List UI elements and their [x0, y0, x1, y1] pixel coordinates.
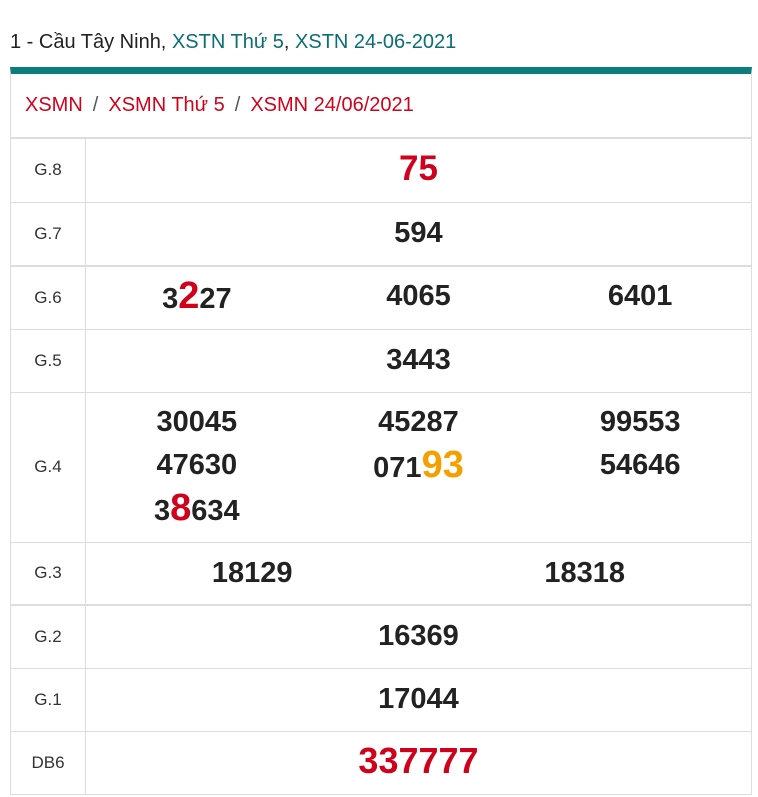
number-digits: 27: [199, 282, 232, 315]
prize-label: DB6: [11, 731, 86, 795]
prize-numbers: 75: [85, 139, 751, 203]
prize-label: G.4: [11, 392, 86, 543]
number-digits: 45287: [378, 406, 459, 438]
prize-row: G.7 594: [11, 202, 751, 267]
prize-number: 30045: [86, 401, 308, 444]
prize-row: G.1 17044: [11, 668, 751, 732]
highlighted-digits: 2: [178, 274, 200, 317]
prize-numbers: 337777: [85, 731, 751, 795]
prize-numbers: 3443: [85, 329, 751, 393]
prize-label: G.5: [11, 329, 86, 393]
prize-number: 16369: [86, 615, 751, 658]
prize-column: 18318: [419, 552, 752, 595]
prize-number: 99553: [529, 401, 751, 444]
heading-comma: ,: [283, 31, 296, 53]
number-digits: 4065: [386, 279, 451, 312]
number-digits: 3: [154, 495, 171, 527]
breadcrumb: XSMN / XSMN Thứ 5 / XSMN 24/06/2021: [11, 74, 751, 139]
prize-column: 99553 54646: [529, 401, 751, 533]
prize-label: G.8: [11, 139, 86, 203]
prize-row: G.6 3227 4065 6401: [11, 266, 751, 330]
number-digits: 594: [394, 217, 443, 250]
prize-row: G.3 18129 18318: [11, 542, 752, 606]
heading-prefix: 1 - Cầu Tây Ninh,: [10, 31, 172, 53]
number-digits: 071: [373, 452, 422, 484]
prize-column: 594: [86, 212, 751, 255]
prize-row: G.5 3443: [11, 329, 751, 393]
number-digits: 17044: [378, 683, 459, 715]
number-digits: 54646: [599, 449, 681, 481]
breadcrumb-weekday[interactable]: XSMN Thứ 5: [108, 94, 225, 116]
highlighted-digits: 8: [170, 487, 192, 529]
number-digits: 16369: [378, 620, 459, 653]
prize-numbers: 18129 18318: [85, 542, 752, 606]
prize-row: G.2 16369: [11, 605, 751, 669]
number-digits: 337777: [358, 740, 479, 781]
prize-column: 16369: [86, 615, 751, 658]
prize-label: G.2: [11, 605, 86, 669]
prize-column: 17044: [86, 678, 751, 721]
prize-label: G.6: [11, 266, 86, 330]
prize-number: 4065: [308, 275, 530, 318]
prize-column: 6401: [529, 275, 751, 321]
prize-label: G.7: [11, 202, 86, 267]
prize-number: 337777: [86, 739, 751, 786]
highlighted-digits: 93: [421, 444, 464, 486]
prize-number: 38634: [86, 487, 308, 533]
number-digits: 3443: [386, 344, 451, 376]
prize-column: 337777: [86, 739, 751, 786]
prize-numbers: 3227 4065 6401: [85, 266, 751, 330]
heading-link-date[interactable]: XSTN 24-06-2021: [295, 31, 457, 53]
number-digits: 75: [399, 149, 438, 189]
prize-column: 30045 47630 38634: [86, 401, 308, 533]
prize-row: G.8 75: [11, 139, 751, 203]
prize-column: 18129: [86, 552, 419, 595]
prize-numbers: 594: [85, 202, 751, 267]
breadcrumb-date[interactable]: XSMN 24/06/2021: [250, 94, 414, 116]
prize-column: 45287 07193: [308, 401, 530, 533]
prize-number: 45287: [308, 401, 530, 444]
prize-column: 3227: [86, 275, 308, 321]
prize-label: G.3: [11, 542, 86, 606]
prize-number: 3227: [86, 275, 308, 321]
breadcrumb-separator: /: [92, 94, 99, 116]
results-table: G.8 75 G.7 594 G.6 3227 4065 6401 G.5 3443 G.4 3004…: [11, 139, 751, 795]
prize-number: 6401: [529, 275, 751, 318]
heading-link-weekday[interactable]: XSTN Thứ 5: [171, 31, 284, 53]
prize-column: 4065: [308, 275, 530, 321]
prize-number: 54646: [529, 444, 751, 487]
number-digits: 99553: [599, 406, 681, 438]
number-digits: 18129: [211, 556, 293, 589]
breadcrumb-separator: /: [234, 94, 241, 116]
number-digits: 6401: [607, 279, 673, 312]
number-digits: 3: [162, 282, 179, 315]
prize-number: 3443: [86, 339, 751, 382]
prize-row: DB6 337777: [11, 731, 751, 795]
prize-number: 18129: [86, 552, 419, 595]
prize-column: 3443: [86, 339, 751, 382]
prize-numbers: 16369: [85, 605, 751, 669]
prize-row: G.4 30045 47630 38634 45287 07193 99553 54646: [11, 392, 751, 543]
prize-number: 18318: [419, 552, 752, 595]
number-digits: 47630: [156, 449, 238, 481]
prize-number: 594: [86, 212, 751, 255]
breadcrumb-xsmn[interactable]: XSMN: [25, 94, 83, 116]
prize-number: 47630: [86, 444, 308, 487]
number-digits: 634: [191, 495, 240, 527]
number-digits: 30045: [156, 406, 238, 438]
prize-number: 17044: [86, 678, 751, 721]
prize-number: 75: [86, 147, 751, 193]
prize-numbers: 30045 47630 38634 45287 07193 99553 54646: [85, 392, 751, 543]
number-digits: 18318: [544, 556, 626, 589]
page-heading: 1 - Cầu Tây Ninh, XSTN Thứ 5, XSTN 24-06…: [10, 31, 456, 54]
prize-label: G.1: [11, 668, 86, 732]
prize-number: 07193: [308, 444, 530, 490]
prize-column: 75: [86, 147, 751, 193]
prize-numbers: 17044: [85, 668, 751, 732]
results-box: XSMN / XSMN Thứ 5 / XSMN 24/06/2021 G.8 75 G.7…: [10, 67, 752, 795]
